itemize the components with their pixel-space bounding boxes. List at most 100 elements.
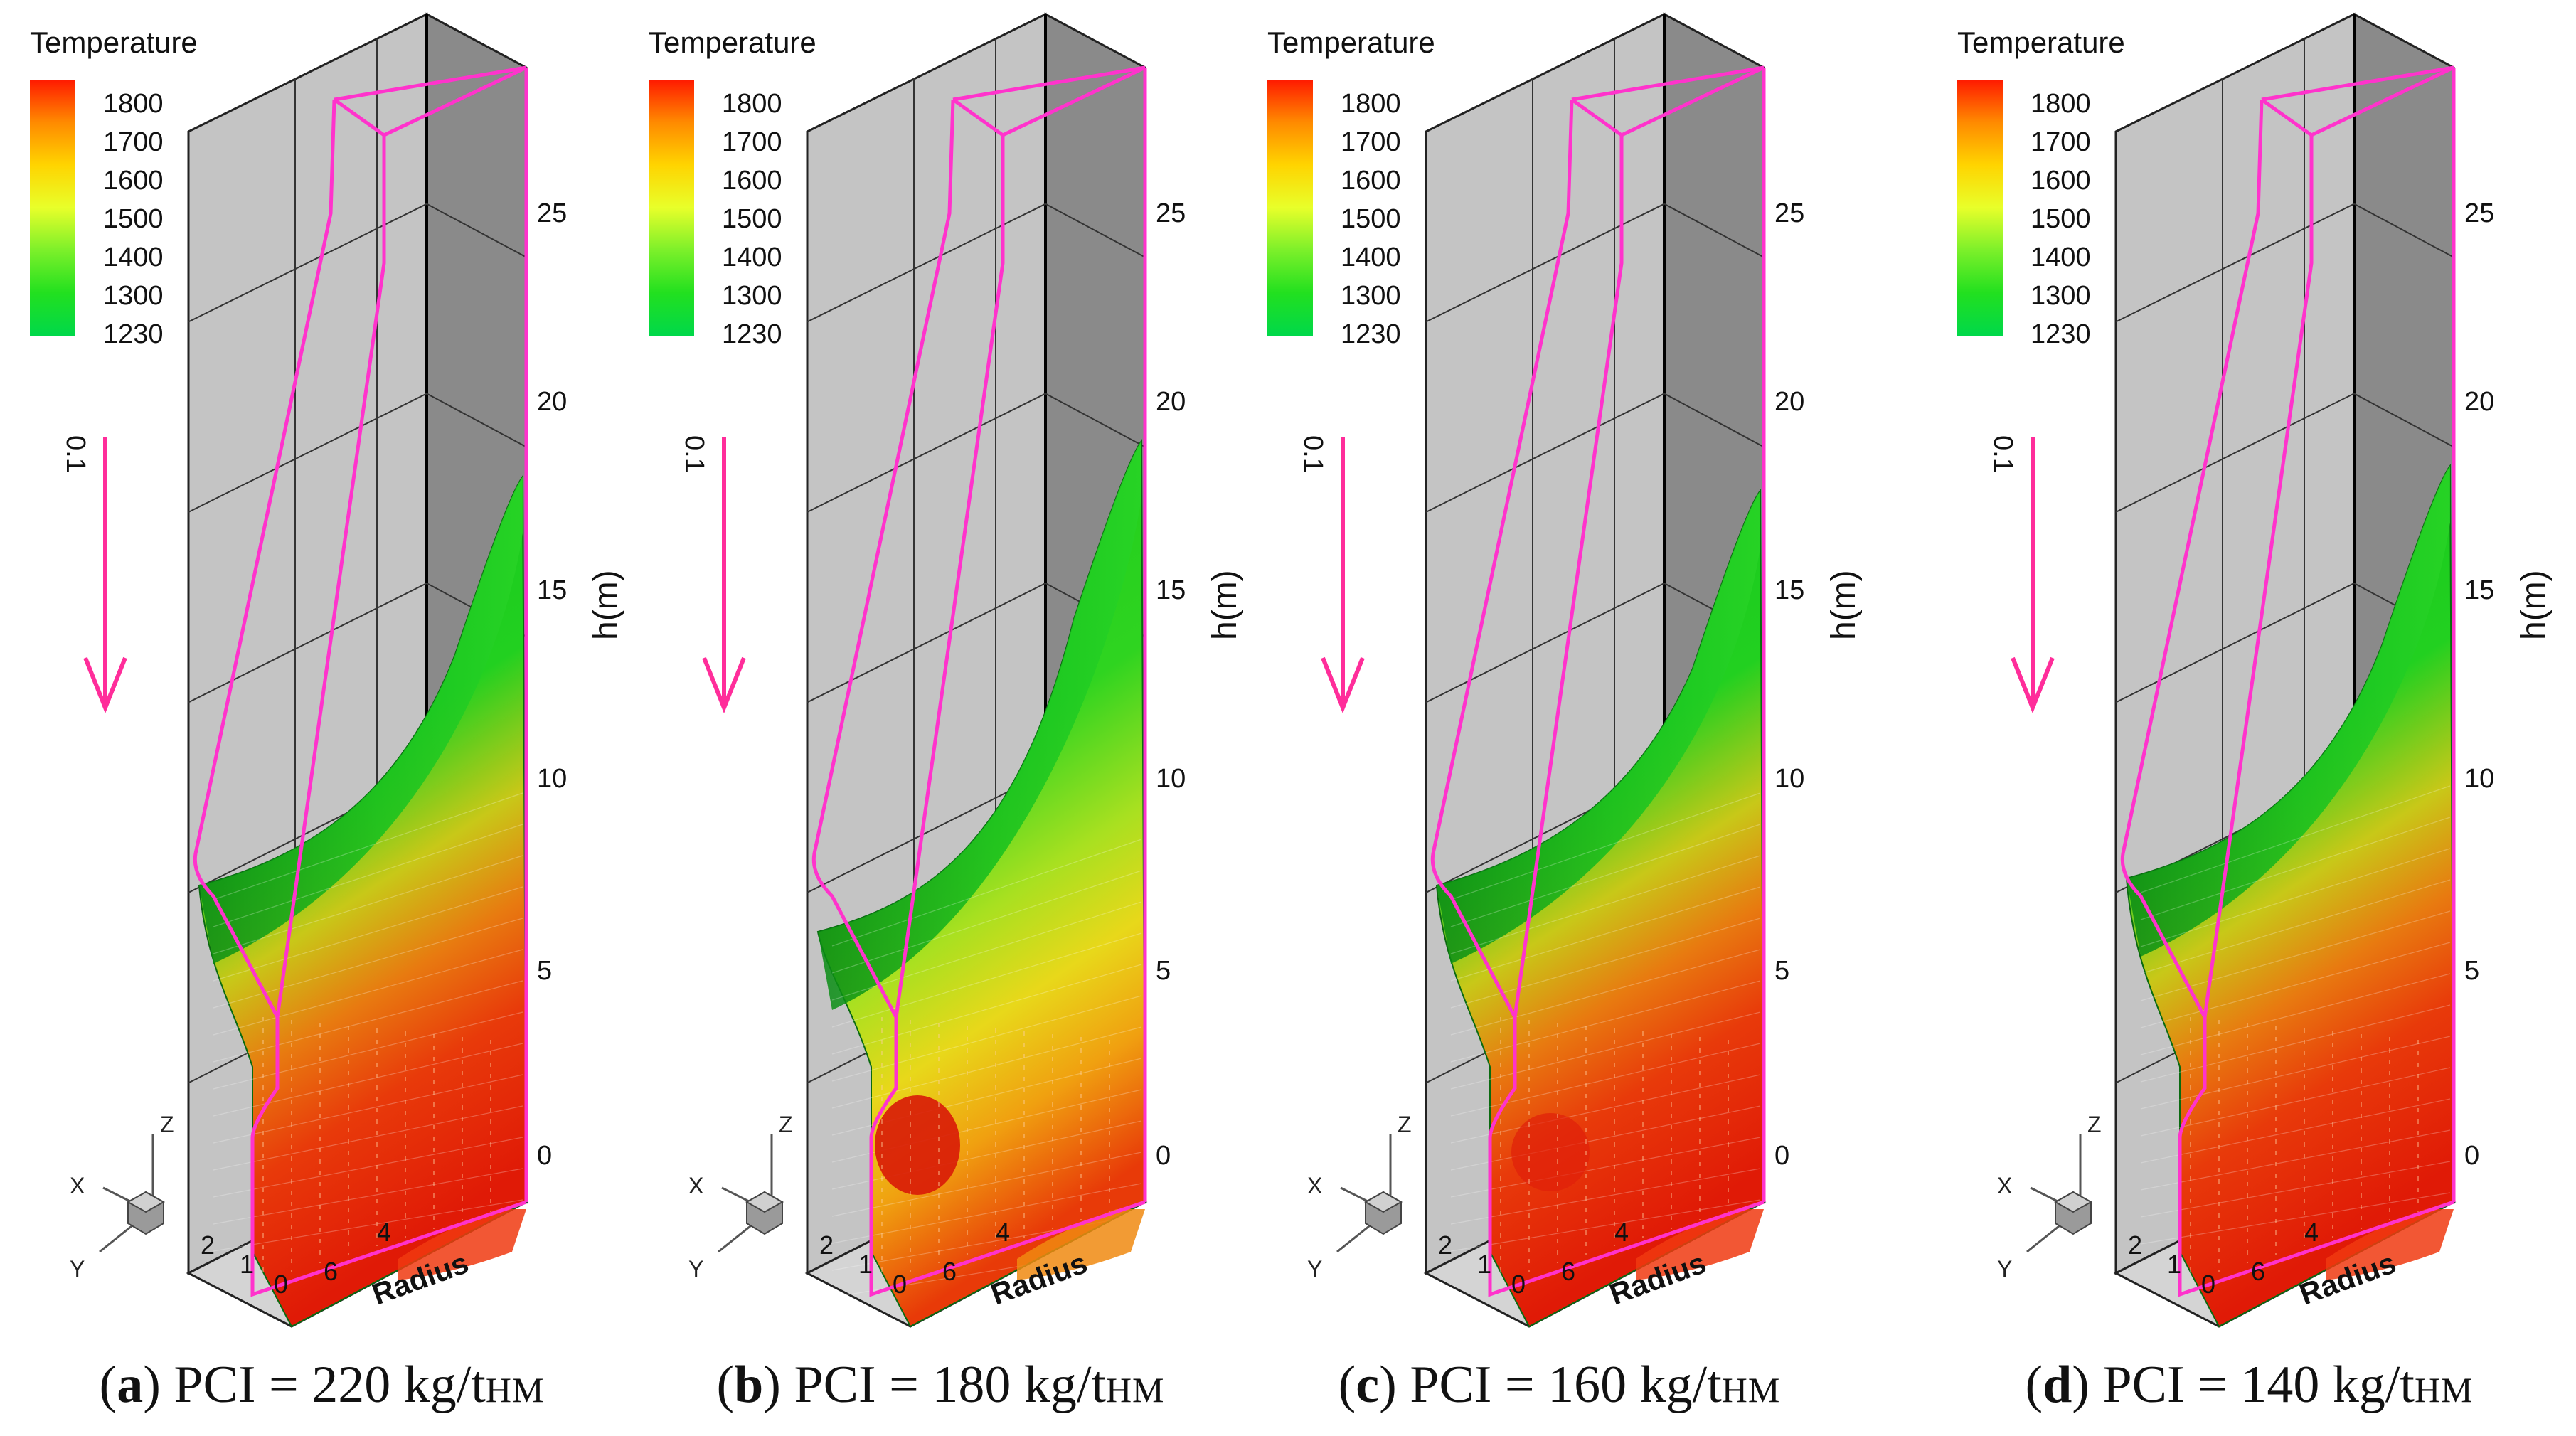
radius-tick-label: 6 — [1561, 1257, 1575, 1286]
legend-tick-label: 1300 — [103, 281, 164, 311]
radius-tick-label: 6 — [2251, 1257, 2265, 1286]
caption-letter: d — [2043, 1356, 2072, 1414]
radius-tick-label: 4 — [2304, 1218, 2319, 1247]
panel-caption: (b) PCI = 180 kg/tHM — [716, 1356, 1165, 1414]
h-tick-label: 25 — [537, 198, 567, 228]
h-tick-label: 15 — [1156, 575, 1186, 605]
legend-tick-label: 1600 — [722, 166, 782, 196]
h-tick-label: 20 — [1774, 387, 1804, 417]
legend-tick-label: 1500 — [2031, 204, 2091, 234]
h-tick-label: 0 — [537, 1141, 552, 1171]
radius-tick-label: 1 — [1477, 1250, 1491, 1279]
legend-tick-label: 1800 — [2031, 89, 2091, 119]
temperature-field — [2125, 464, 2455, 1328]
colorbar-legend: Temperature 1800 1700 1600 1500 1400 1300 1230 — [649, 26, 816, 349]
colorbar-legend: Temperature 1800 1700 1600 1500 1400 1300 1230 — [1267, 26, 1435, 349]
legend-tick-label: 1400 — [2031, 243, 2091, 272]
colorbar — [30, 80, 75, 336]
radius-tick-label: 6 — [324, 1257, 338, 1286]
caption-subscript: HM — [485, 1370, 545, 1410]
temperature-field — [1435, 489, 1765, 1328]
triad-z-label: Z — [1398, 1112, 1412, 1137]
triad-z-label: Z — [779, 1112, 793, 1137]
h-axis: 25 20 15 10 5 0 h(m) — [1774, 198, 1863, 1171]
radius-tick-label: 6 — [942, 1257, 957, 1286]
legend-tick-label: 1700 — [2031, 127, 2091, 157]
caption-text: PCI = 180 kg/t — [794, 1356, 1106, 1414]
h-tick-label: 10 — [1156, 764, 1186, 794]
legend-tick-label: 1500 — [1341, 204, 1401, 234]
caption-subscript: HM — [1721, 1370, 1781, 1410]
colorbar — [1957, 80, 2003, 336]
legend-tick-label: 1230 — [722, 319, 782, 349]
h-tick-label: 15 — [537, 575, 567, 605]
caption-letter: a — [117, 1356, 144, 1414]
velocity-reference-arrow: 0.1 — [60, 435, 127, 714]
axis-triad-icon: Z X Y — [1307, 1112, 1412, 1282]
legend-tick-label: 1230 — [1341, 319, 1401, 349]
arrow-label: 0.1 — [1988, 435, 2018, 473]
legend-tick-label: 1800 — [103, 89, 164, 119]
legend-title: Temperature — [649, 26, 816, 59]
h-axis: 25 20 15 10 5 0 h(m) — [2464, 198, 2553, 1171]
legend-tick-label: 1600 — [1341, 166, 1401, 196]
arrow-label: 0.1 — [679, 435, 709, 473]
legend-title: Temperature — [30, 26, 198, 59]
velocity-reference-arrow: 0.1 — [679, 435, 746, 714]
furnace-profile — [2120, 65, 2456, 1297]
legend-tick-label: 1400 — [1341, 243, 1401, 272]
h-tick-label: 5 — [537, 956, 552, 986]
h-tick-label: 20 — [537, 387, 567, 417]
triad-x-label: X — [1307, 1173, 1322, 1198]
h-axis: 25 20 15 10 5 0 h(m) — [1156, 198, 1244, 1171]
h-axis-label: h(m) — [2515, 570, 2553, 640]
panel-b: 25 20 15 10 5 0 h(m) 2 1 0 6 4 Radius Temperature 1800… — [619, 0, 1262, 1436]
caption-subscript: HM — [1105, 1370, 1165, 1410]
h-tick-label: 20 — [1156, 387, 1186, 417]
caption-letter: b — [734, 1356, 764, 1414]
legend-tick-label: 1300 — [1341, 281, 1401, 311]
panel-a: 25 20 15 10 5 0 h(m) 2 1 0 6 4 Radius Temperature 1800… — [0, 0, 644, 1436]
legend-title: Temperature — [1957, 26, 2125, 59]
legend-tick-label: 1700 — [1341, 127, 1401, 157]
arrow-label: 0.1 — [1298, 435, 1328, 473]
h-axis-label: h(m) — [1206, 570, 1244, 640]
legend-tick-label: 1300 — [722, 281, 782, 311]
radius-tick-label: 1 — [240, 1250, 254, 1279]
radius-tick-label: 0 — [2201, 1270, 2215, 1299]
caption-subscript: HM — [2414, 1370, 2474, 1410]
h-tick-label: 0 — [2464, 1141, 2479, 1171]
legend-title: Temperature — [1267, 26, 1435, 59]
temperature-field — [198, 474, 528, 1328]
h-tick-label: 5 — [1156, 956, 1171, 986]
radius-tick-label: 2 — [201, 1230, 215, 1260]
panel-caption: (a) PCI = 220 kg/tHM — [99, 1356, 545, 1414]
triad-y-label: Y — [1307, 1256, 1322, 1282]
furnace-profile — [193, 65, 528, 1297]
triad-z-label: Z — [2087, 1112, 2102, 1137]
radius-tick-label: 4 — [996, 1218, 1010, 1247]
h-tick-label: 0 — [1774, 1141, 1789, 1171]
legend-tick-label: 1230 — [103, 319, 164, 349]
h-tick-label: 20 — [2464, 387, 2494, 417]
legend-tick-label: 1700 — [103, 127, 164, 157]
legend-tick-label: 1600 — [2031, 166, 2091, 196]
legend-tick-label: 1400 — [103, 243, 164, 272]
h-tick-label: 10 — [1774, 764, 1804, 794]
h-tick-label: 5 — [1774, 956, 1789, 986]
panel-caption: (c) PCI = 160 kg/tHM — [1338, 1356, 1781, 1414]
radius-tick-label: 1 — [2167, 1250, 2181, 1279]
legend-tick-label: 1400 — [722, 243, 782, 272]
colorbar-legend: Temperature 1800 1700 1600 1500 1400 1300 1230 — [1957, 26, 2125, 349]
arrow-label: 0.1 — [60, 435, 90, 473]
h-tick-label: 5 — [2464, 956, 2479, 986]
h-tick-label: 15 — [1774, 575, 1804, 605]
velocity-reference-arrow: 0.1 — [1988, 435, 2055, 714]
h-tick-label: 25 — [1774, 198, 1804, 228]
triad-y-label: Y — [70, 1256, 85, 1282]
colorbar-legend: Temperature 1800 1700 1600 1500 1400 1300 1230 — [30, 26, 198, 349]
h-axis-label: h(m) — [587, 570, 625, 640]
